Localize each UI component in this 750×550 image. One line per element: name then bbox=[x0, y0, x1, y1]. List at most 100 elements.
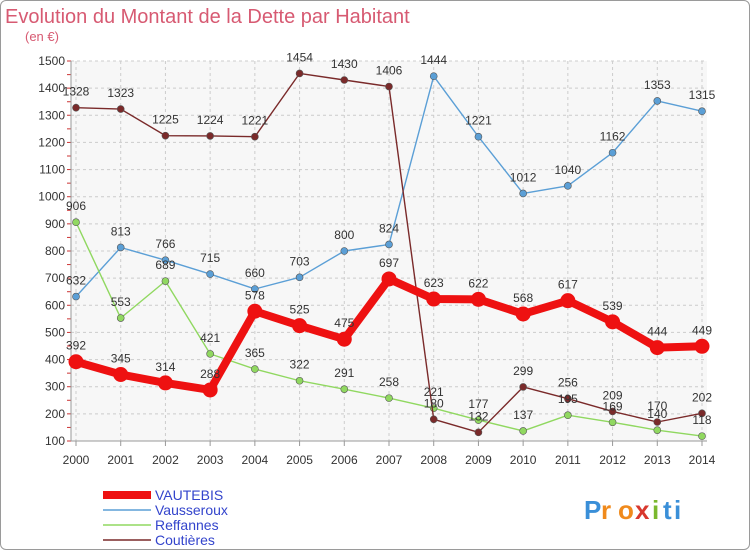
axes: 100 200 300 400 500 600 700 800 900 1000 1100 1200 1… bbox=[38, 54, 715, 467]
data-label-vausseroux: 1221 bbox=[465, 114, 492, 128]
data-point-couti-res bbox=[72, 103, 80, 112]
data-label-vautebis: 568 bbox=[513, 291, 533, 305]
data-point-vautebis bbox=[560, 293, 576, 309]
chart-subtitle: (en €) bbox=[25, 29, 59, 44]
data-label-vautebis: 697 bbox=[379, 256, 399, 270]
data-label-vautebis: 392 bbox=[66, 339, 86, 353]
data-label-vautebis: 444 bbox=[647, 325, 667, 339]
data-label-reffannes: 169 bbox=[603, 399, 623, 413]
data-point-reffannes bbox=[116, 314, 125, 322]
data-label-reffannes: 258 bbox=[379, 375, 399, 389]
data-point-vausseroux bbox=[340, 247, 349, 255]
x-tick-label: 2008 bbox=[420, 453, 447, 467]
data-label-vautebis: 449 bbox=[692, 323, 712, 337]
data-point-couti-res bbox=[608, 407, 617, 416]
y-tick-label: 200 bbox=[45, 407, 65, 421]
data-label-vautebis: 578 bbox=[245, 288, 265, 302]
data-point-reffannes bbox=[161, 277, 170, 285]
x-tick-label: 2014 bbox=[689, 453, 716, 467]
data-label-vausseroux: 632 bbox=[66, 274, 86, 288]
data-point-vausseroux bbox=[429, 72, 438, 80]
x-tick-label: 2001 bbox=[107, 453, 134, 467]
y-tick-label: 1300 bbox=[38, 108, 65, 122]
data-point-couti-res bbox=[340, 76, 349, 84]
data-point-vautebis bbox=[694, 338, 710, 354]
x-tick-label: 2006 bbox=[331, 453, 358, 467]
y-tick-label: 600 bbox=[45, 298, 65, 312]
data-label-reffannes: 322 bbox=[290, 358, 310, 372]
x-tick-label: 2011 bbox=[555, 453, 581, 467]
data-label-vausseroux: 1040 bbox=[555, 163, 582, 177]
data-point-vautebis bbox=[157, 375, 173, 391]
data-point-vautebis bbox=[515, 306, 531, 322]
data-point-couti-res bbox=[251, 132, 259, 141]
data-label-reffannes: 118 bbox=[692, 413, 711, 427]
data-label-couti-res: 1430 bbox=[331, 57, 358, 71]
data-label-reffannes: 365 bbox=[245, 346, 265, 360]
data-label-couti-res: 299 bbox=[513, 364, 533, 378]
grid bbox=[71, 60, 707, 442]
data-point-reffannes bbox=[385, 394, 393, 402]
data-label-couti-res: 202 bbox=[692, 390, 712, 404]
data-point-reffannes bbox=[519, 427, 527, 435]
data-label-vausseroux: 1353 bbox=[644, 78, 671, 92]
data-point-vausseroux bbox=[385, 240, 393, 249]
logo-letter: i bbox=[674, 495, 681, 525]
y-tick-label: 1000 bbox=[38, 190, 65, 204]
data-label-couti-res: 209 bbox=[603, 388, 623, 402]
x-tick-label: 2013 bbox=[644, 453, 671, 467]
data-label-couti-res: 1224 bbox=[197, 113, 224, 127]
logo-letter: o bbox=[618, 495, 634, 525]
data-label-reffannes: 140 bbox=[647, 407, 667, 421]
y-tick-label: 900 bbox=[45, 217, 65, 231]
data-label-couti-res: 1454 bbox=[286, 50, 313, 64]
y-tick-label: 300 bbox=[45, 380, 65, 394]
data-point-reffannes bbox=[698, 432, 706, 440]
legend-label-vausseroux: Vausseroux bbox=[155, 502, 228, 518]
data-point-couti-res bbox=[519, 383, 527, 391]
y-tick-label: 400 bbox=[45, 353, 65, 367]
y-tick-label: 1500 bbox=[38, 54, 65, 68]
data-label-vautebis: 539 bbox=[603, 299, 623, 313]
data-label-reffannes: 137 bbox=[513, 408, 533, 422]
data-point-reffannes bbox=[251, 365, 259, 373]
x-tick-label: 2005 bbox=[286, 453, 313, 467]
data-label-reffannes: 195 bbox=[558, 392, 578, 406]
data-label-vausseroux: 813 bbox=[111, 224, 131, 238]
data-point-couti-res bbox=[161, 131, 170, 140]
data-label-couti-res: 1225 bbox=[152, 113, 179, 127]
data-label-couti-res: 132 bbox=[468, 409, 488, 423]
data-point-couti-res bbox=[206, 132, 214, 140]
data-label-vautebis: 623 bbox=[424, 276, 444, 290]
data-point-vautebis bbox=[605, 314, 621, 330]
data-point-vautebis bbox=[68, 354, 84, 370]
data-point-vausseroux bbox=[72, 292, 80, 301]
x-tick-label: 2003 bbox=[197, 453, 224, 467]
data-label-reffannes: 553 bbox=[111, 295, 131, 309]
x-tick-label: 2000 bbox=[63, 453, 90, 467]
data-point-couti-res bbox=[429, 415, 438, 424]
data-point-vausseroux bbox=[653, 97, 662, 105]
data-point-vausseroux bbox=[161, 256, 170, 265]
data-point-couti-res bbox=[385, 82, 393, 91]
data-point-reffannes bbox=[608, 418, 617, 427]
chart-title: Evolution du Montant de la Dette par Hab… bbox=[5, 6, 410, 28]
data-label-couti-res: 256 bbox=[558, 376, 578, 390]
data-label-reffannes: 177 bbox=[468, 397, 488, 411]
data-point-vausseroux bbox=[564, 182, 572, 190]
data-point-reffannes bbox=[564, 411, 572, 420]
data-point-vautebis bbox=[113, 367, 129, 382]
data-point-vautebis bbox=[649, 340, 665, 356]
data-label-reffannes: 906 bbox=[66, 199, 86, 213]
y-tick-label: 1100 bbox=[39, 163, 65, 177]
data-label-couti-res: 180 bbox=[424, 396, 444, 410]
data-point-vautebis bbox=[426, 291, 442, 307]
y-tick-label: 800 bbox=[45, 244, 65, 258]
x-tick-label: 2002 bbox=[152, 453, 179, 467]
data-point-vausseroux bbox=[698, 107, 706, 116]
data-point-vautebis bbox=[202, 382, 218, 398]
legend-label-vautebis: VAUTEBIS bbox=[155, 487, 223, 503]
